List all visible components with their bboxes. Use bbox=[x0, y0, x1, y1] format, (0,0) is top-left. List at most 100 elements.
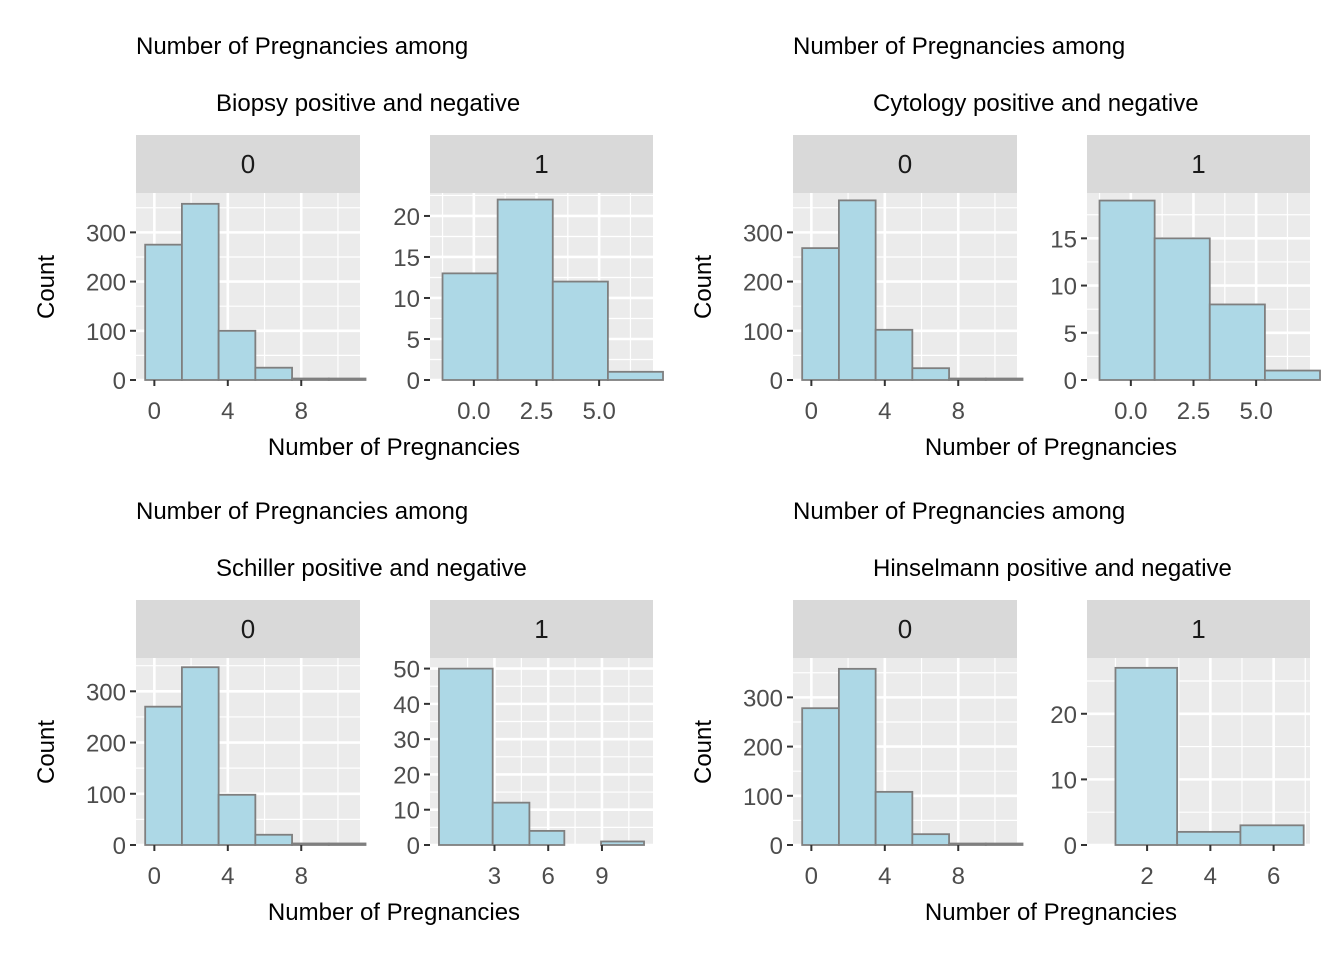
histogram-bar bbox=[217, 329, 257, 381]
facet-strip-label: 0 bbox=[241, 614, 255, 644]
facet-strip-label: 0 bbox=[241, 149, 255, 179]
histogram-bar bbox=[874, 790, 914, 846]
histogram-bar bbox=[144, 705, 183, 846]
chart-title-line1: Number of Pregnancies among bbox=[136, 498, 468, 525]
chart-block: Number of Pregnancies among Schiller posi… bbox=[33, 498, 653, 926]
histogram-bar bbox=[948, 377, 987, 381]
y-tick-label: 15 bbox=[393, 245, 420, 272]
y-tick-label: 5 bbox=[1064, 321, 1077, 348]
histogram-bar bbox=[327, 842, 367, 846]
chart-title-line2: Schiller positive and negative bbox=[216, 555, 527, 582]
y-tick-label: 0 bbox=[1064, 833, 1077, 860]
x-tick-label: 4 bbox=[221, 863, 234, 890]
histogram-bar bbox=[181, 666, 220, 846]
facet-strip bbox=[793, 600, 1017, 658]
facet-strip bbox=[136, 600, 360, 658]
y-tick-label: 50 bbox=[393, 657, 420, 684]
y-tick-label: 10 bbox=[393, 286, 420, 313]
y-tick-label: 10 bbox=[1050, 274, 1077, 301]
histogram-bar bbox=[874, 328, 914, 381]
facet-strip-label: 0 bbox=[898, 149, 912, 179]
facet-strip bbox=[430, 135, 653, 193]
y-tick-label: 300 bbox=[86, 220, 126, 247]
histogram-bar bbox=[1114, 666, 1179, 846]
chart-block: Number of Pregnancies among Hinselmann po… bbox=[690, 498, 1310, 926]
y-tick-label: 10 bbox=[393, 798, 420, 825]
y-tick-label: 40 bbox=[393, 692, 420, 719]
x-tick-label: 2.5 bbox=[1177, 398, 1210, 425]
x-axis-title: Number of Pregnancies bbox=[268, 434, 520, 461]
x-tick-label: 0 bbox=[805, 398, 818, 425]
x-tick-label: 4 bbox=[878, 863, 891, 890]
x-tick-label: 4 bbox=[221, 398, 234, 425]
histogram-bar bbox=[801, 707, 840, 846]
x-axis-title: Number of Pregnancies bbox=[925, 899, 1177, 926]
histogram-bar bbox=[1098, 199, 1156, 381]
y-tick-label: 200 bbox=[743, 270, 783, 297]
y-tick-label: 0 bbox=[770, 833, 783, 860]
histogram-bar bbox=[491, 801, 531, 846]
facet-strip bbox=[793, 135, 1017, 193]
y-tick-label: 0 bbox=[407, 368, 420, 395]
histogram-bar bbox=[838, 667, 877, 846]
facet-strip bbox=[1087, 600, 1310, 658]
x-tick-label: 0.0 bbox=[1114, 398, 1147, 425]
y-tick-label: 300 bbox=[86, 679, 126, 706]
chart-title-line2: Cytology positive and negative bbox=[873, 90, 1199, 117]
y-tick-label: 0 bbox=[113, 833, 126, 860]
chart-title-line2: Hinselmann positive and negative bbox=[873, 555, 1232, 582]
y-tick-label: 15 bbox=[1050, 226, 1077, 253]
chart-title-line1: Number of Pregnancies among bbox=[793, 498, 1125, 525]
chart-title-line1: Number of Pregnancies among bbox=[136, 33, 468, 60]
histogram-bar bbox=[496, 198, 554, 381]
histogram-bar bbox=[441, 272, 499, 381]
x-tick-label: 4 bbox=[1204, 863, 1217, 890]
facet-strip-label: 1 bbox=[1191, 614, 1205, 644]
x-tick-label: 3 bbox=[488, 863, 501, 890]
y-tick-label: 200 bbox=[86, 270, 126, 297]
x-tick-label: 5.0 bbox=[582, 398, 615, 425]
histogram-bar bbox=[911, 367, 950, 381]
y-tick-label: 200 bbox=[743, 735, 783, 762]
y-axis-title: Count bbox=[690, 255, 717, 319]
y-tick-label: 5 bbox=[407, 327, 420, 354]
x-axis-title: Number of Pregnancies bbox=[925, 434, 1177, 461]
x-tick-label: 0 bbox=[148, 398, 161, 425]
histogram-bar bbox=[1176, 830, 1242, 846]
y-tick-label: 300 bbox=[743, 685, 783, 712]
x-tick-label: 9 bbox=[595, 863, 608, 890]
histogram-bar bbox=[948, 842, 987, 846]
x-tick-label: 0 bbox=[148, 863, 161, 890]
y-axis-title: Count bbox=[33, 720, 60, 784]
x-tick-label: 6 bbox=[1267, 863, 1280, 890]
histogram-bar bbox=[217, 793, 257, 846]
chart-block: Number of Pregnancies among Cytology posi… bbox=[690, 33, 1321, 461]
histogram-bar bbox=[1263, 369, 1321, 381]
histogram-bar bbox=[984, 377, 1024, 381]
histogram-bar bbox=[1208, 303, 1266, 381]
facet-strip-label: 1 bbox=[534, 149, 548, 179]
x-tick-label: 2.5 bbox=[520, 398, 553, 425]
y-tick-label: 100 bbox=[86, 319, 126, 346]
y-tick-label: 0 bbox=[407, 833, 420, 860]
y-tick-label: 0 bbox=[770, 368, 783, 395]
y-tick-label: 0 bbox=[113, 368, 126, 395]
histogram-bar bbox=[291, 842, 330, 846]
x-tick-label: 0 bbox=[805, 863, 818, 890]
x-tick-label: 2 bbox=[1140, 863, 1153, 890]
histogram-bar bbox=[438, 667, 494, 846]
y-tick-label: 30 bbox=[393, 727, 420, 754]
x-tick-label: 6 bbox=[542, 863, 555, 890]
histogram-bar bbox=[911, 833, 950, 846]
x-tick-label: 8 bbox=[295, 398, 308, 425]
y-tick-label: 300 bbox=[743, 220, 783, 247]
histogram-bar bbox=[838, 199, 877, 381]
histogram-bar bbox=[144, 243, 183, 381]
histogram-bar bbox=[801, 247, 840, 381]
y-tick-label: 0 bbox=[1064, 368, 1077, 395]
